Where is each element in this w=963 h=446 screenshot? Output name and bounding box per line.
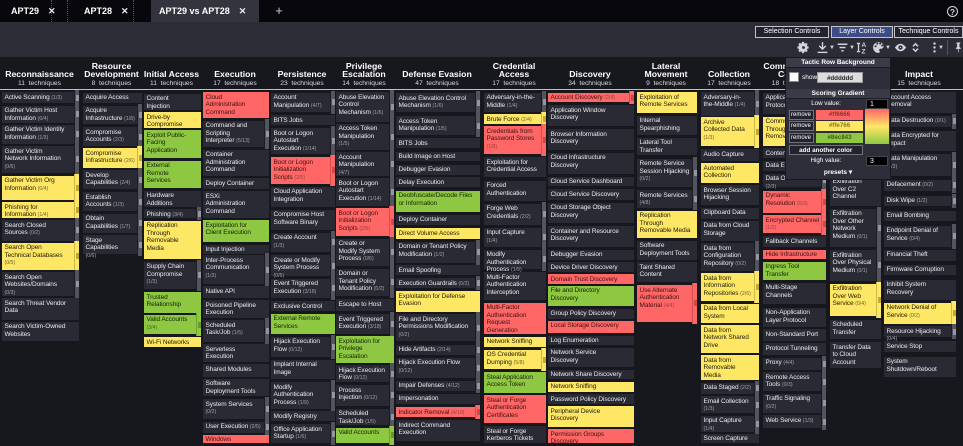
svg-text:Z: Z [862,48,866,54]
svg-text:A: A [862,42,867,49]
